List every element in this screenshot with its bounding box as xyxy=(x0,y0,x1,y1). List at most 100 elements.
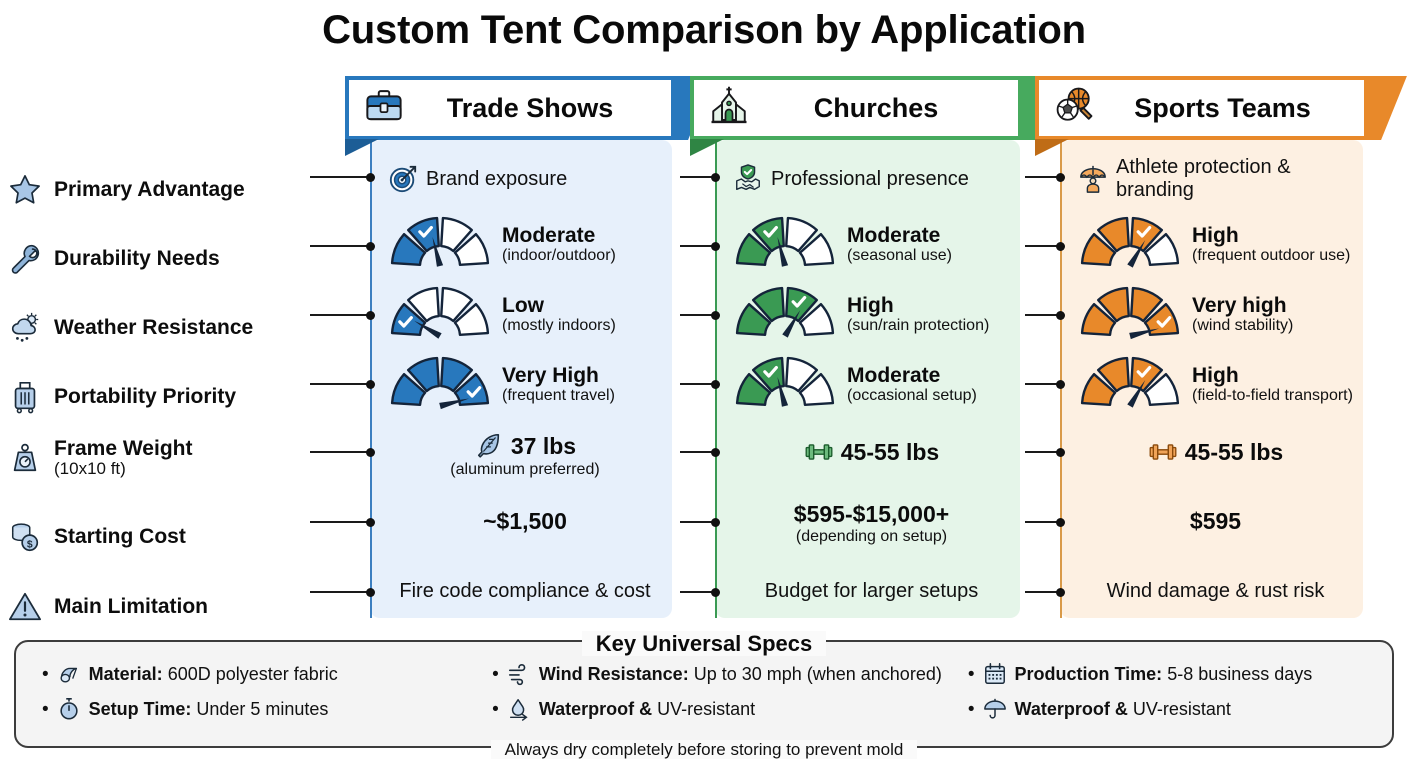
gauge-segment-4 xyxy=(1143,232,1180,266)
row-connector-dot xyxy=(366,587,375,597)
row-connector xyxy=(680,591,715,593)
gauge-level-label: Very High xyxy=(502,363,599,387)
gauge-check-icon xyxy=(763,365,778,378)
row-connector xyxy=(1025,314,1060,316)
row-connector xyxy=(680,176,715,178)
gauge-segment-1 xyxy=(1080,232,1117,266)
row-label-text: Primary Advantage xyxy=(54,177,245,201)
column-header-label: Sports Teams xyxy=(1134,92,1311,123)
column-header-label: Trade Shows xyxy=(446,92,614,123)
gauge-icon xyxy=(1078,212,1182,279)
gauge-note: (mostly indoors) xyxy=(502,316,616,334)
gauge-segment-1 xyxy=(1080,302,1117,336)
row-connector-dot xyxy=(366,172,375,182)
gauge-segment-4 xyxy=(798,302,835,336)
cell-trade-shows-weather: Low (mostly indoors) xyxy=(378,282,672,348)
row-connector xyxy=(310,314,370,316)
specs-title: Key Universal Specs xyxy=(0,631,1408,657)
target-dart-icon xyxy=(388,164,418,194)
spec-label: Waterproof & xyxy=(538,698,653,719)
gauge-segment-4 xyxy=(1143,302,1180,336)
row-connector-dot xyxy=(711,447,720,457)
row-connector xyxy=(680,245,715,247)
spec-item: • Setup Time: Under 5 minutes xyxy=(42,697,466,721)
gauge-needle xyxy=(439,397,470,409)
row-connector xyxy=(310,245,370,247)
spec-value: Under 5 minutes xyxy=(191,698,329,719)
svg-text:$: $ xyxy=(27,539,33,550)
gauge-segment-3 xyxy=(1130,286,1164,322)
suitcase-icon xyxy=(8,380,42,414)
gauge-segment-1 xyxy=(390,372,427,406)
gauge-segment-3 xyxy=(1130,356,1164,392)
column-spine-sports-teams xyxy=(1060,140,1062,618)
sports-balls-icon xyxy=(1053,84,1097,133)
spec-label: Production Time: xyxy=(1014,663,1163,684)
coins-dollar-icon: $ xyxy=(8,520,42,554)
gauge-icon xyxy=(1078,352,1182,419)
row-connector-dot xyxy=(366,310,375,320)
row-label-text: Starting Cost xyxy=(54,524,186,548)
gauge-icon xyxy=(1078,282,1182,349)
gauge-check-icon xyxy=(1136,225,1152,238)
gauge-segment-2 xyxy=(406,286,440,322)
row-label-main-limitation: Main Limitation xyxy=(8,590,338,624)
cell-note: (aluminum preferred) xyxy=(450,461,600,478)
weight-scale-icon xyxy=(8,441,42,475)
cell-churches-weather: High (sun/rain protection) xyxy=(723,282,1020,348)
specs-title-text: Key Universal Specs xyxy=(581,631,827,656)
spec-item: • Waterproof & UV-resistant xyxy=(968,697,1392,721)
gauge-icon xyxy=(388,352,492,419)
spec-value: 5-8 business days xyxy=(1162,663,1313,684)
row-connector-dot xyxy=(1056,310,1065,320)
gauge-needle xyxy=(777,376,789,407)
gauge-needle xyxy=(432,236,444,267)
gauge-needle xyxy=(414,320,442,339)
gauge-icon xyxy=(388,212,492,279)
cell-value: 37 lbs xyxy=(510,432,577,459)
gauge-level-label: Very high xyxy=(1192,293,1287,317)
spec-item: • Waterproof & UV-resistant xyxy=(492,697,942,721)
column-header-churches[interactable]: Churches xyxy=(690,76,1061,156)
gauge-needle xyxy=(777,236,789,267)
gauge-level-label: High xyxy=(847,293,894,317)
star-icon xyxy=(8,173,42,207)
spec-value: UV-resistant xyxy=(1127,698,1231,719)
spec-item: • Production Time: 5-8 business days xyxy=(968,662,1392,686)
cell-sports-teams-portability: High (field-to-field transport) xyxy=(1068,352,1363,418)
row-label-portability-priority: Portability Priority xyxy=(8,380,338,414)
gauge-segment-3 xyxy=(440,216,474,252)
gauge-segment-2 xyxy=(406,356,440,392)
cell-value: 45-55 lbs xyxy=(840,438,940,465)
row-connector xyxy=(310,451,370,453)
row-label-frame-weight: Frame Weight (10x10 ft) xyxy=(8,437,338,478)
gauge-segment-1 xyxy=(735,232,772,266)
cell-sports-teams-frame-weight: 45-55 lbs xyxy=(1068,430,1363,474)
column-header-trade-shows[interactable]: Trade Shows xyxy=(345,76,714,156)
spec-label: Waterproof & xyxy=(1014,698,1128,719)
wind-icon xyxy=(507,662,531,686)
row-connector-dot xyxy=(1056,587,1065,597)
gauge-level-label: Moderate xyxy=(847,363,941,387)
cell-sports-teams-primary-advantage: Athlete protection & branding xyxy=(1068,152,1363,206)
gauge-segment-4 xyxy=(453,302,490,336)
spec-value: Up to 30 mph (when anchored) xyxy=(688,663,942,684)
row-connector xyxy=(680,314,715,316)
gauge-level-label: High xyxy=(1192,363,1239,387)
row-connector-dot xyxy=(711,241,720,251)
row-label-starting-cost: $ Starting Cost xyxy=(8,520,338,554)
gauge-level-label: Moderate xyxy=(847,223,941,247)
cell-sports-teams-durability: High (frequent outdoor use) xyxy=(1068,212,1363,278)
gauge-level-label: Low xyxy=(502,293,544,317)
cell-trade-shows-durability: Moderate (indoor/outdoor) xyxy=(378,212,672,278)
dumbbell-icon xyxy=(804,437,834,467)
column-header-sports-teams[interactable]: Sports Teams xyxy=(1035,76,1407,156)
spec-label: Material: xyxy=(88,663,163,684)
cell-trade-shows-frame-weight: 37 lbs (aluminum preferred) xyxy=(378,425,672,485)
stopwatch-icon xyxy=(57,697,81,721)
cell-value: ~$1,500 xyxy=(483,507,567,534)
bullet-icon: • xyxy=(492,698,499,720)
cell-trade-shows-primary-advantage: Brand exposure xyxy=(378,155,672,203)
row-connector-dot xyxy=(366,241,375,251)
cell-value: Athlete protection & branding xyxy=(1116,156,1291,201)
